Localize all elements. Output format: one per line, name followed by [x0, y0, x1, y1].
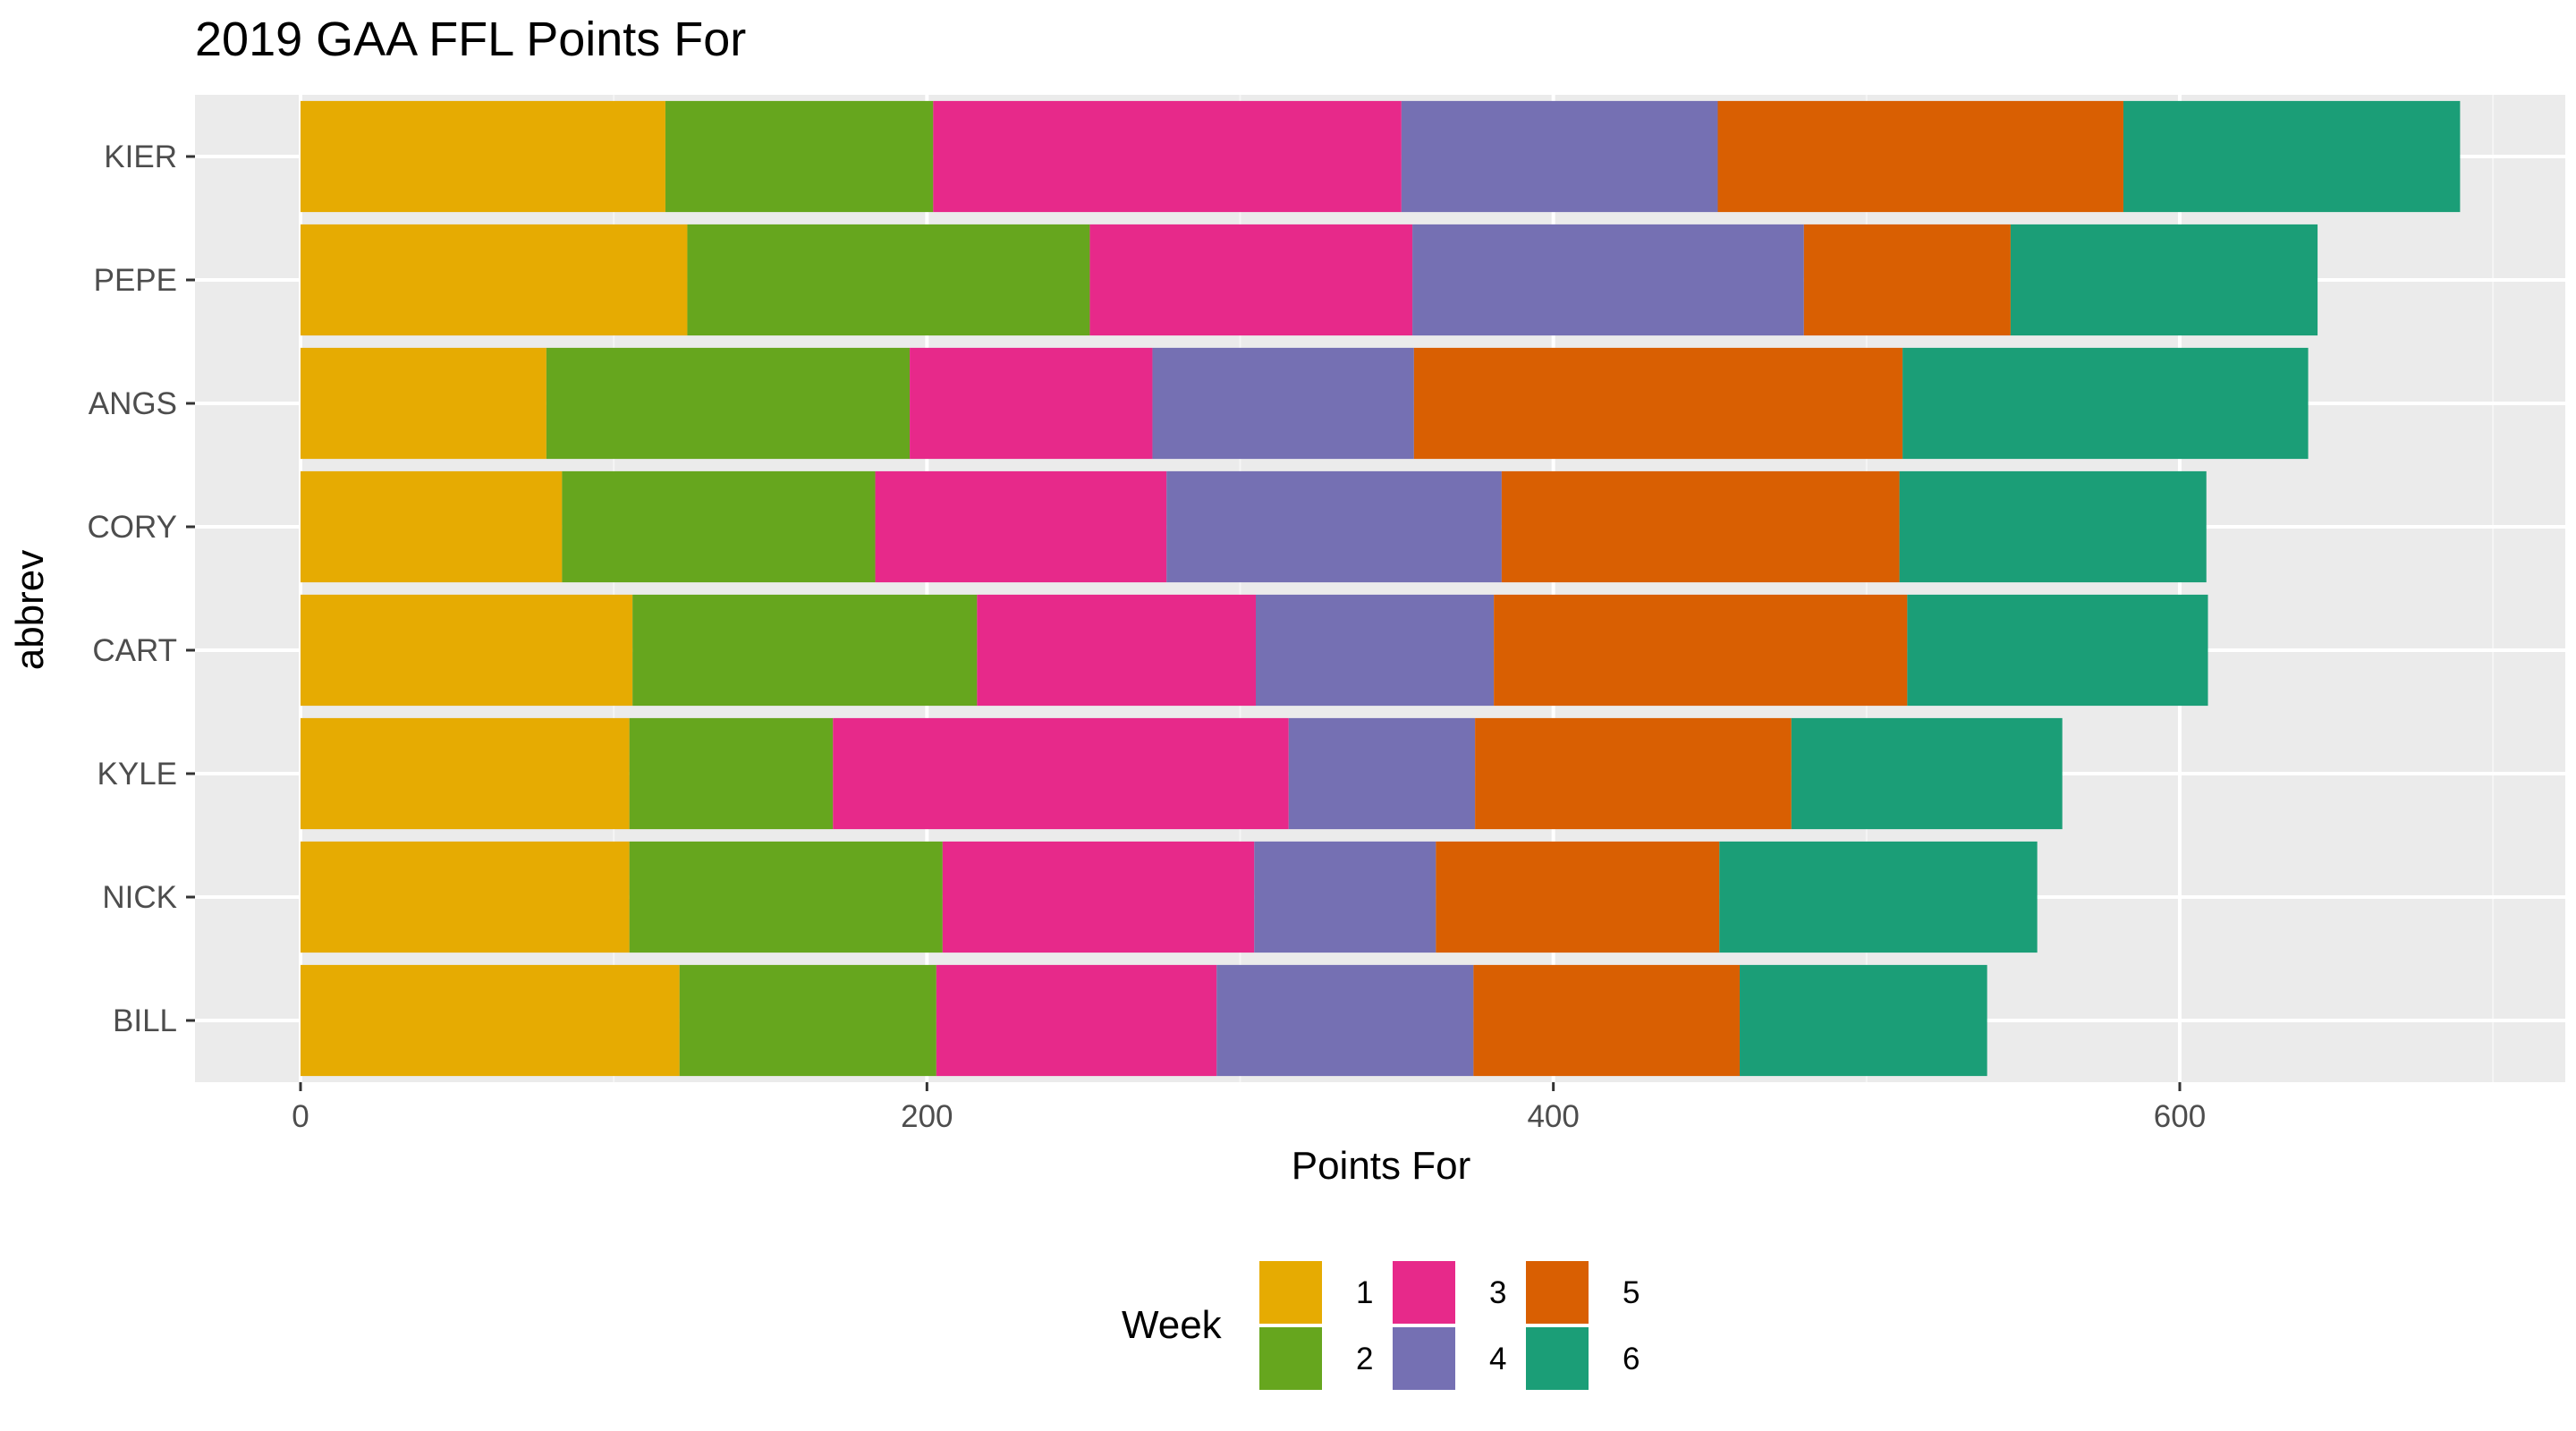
bar-angs-week-5 — [1413, 347, 1903, 460]
y-tick-label: CART — [92, 633, 177, 668]
legend-key-week-1 — [1259, 1261, 1322, 1324]
bar-pepe-week-6 — [2010, 224, 2318, 336]
bar-cory-week-1 — [301, 470, 563, 583]
bar-nick-week-5 — [1436, 841, 1720, 953]
bar-nick-week-3 — [942, 841, 1255, 953]
x-tick-label: 0 — [292, 1099, 309, 1134]
bar-angs-week-3 — [910, 347, 1153, 460]
bar-pepe-week-5 — [1803, 224, 2011, 336]
bar-cory-week-2 — [562, 470, 876, 583]
legend-label: 3 — [1489, 1275, 1506, 1310]
bar-cory-week-4 — [1166, 470, 1502, 583]
bar-pepe-week-4 — [1412, 224, 1804, 336]
bar-cory-week-3 — [875, 470, 1167, 583]
y-tick-label: NICK — [102, 880, 177, 915]
bar-kier-week-6 — [2123, 100, 2461, 213]
y-tick-label: CORY — [88, 510, 178, 545]
bar-pepe-week-3 — [1089, 224, 1413, 336]
bar-cart-week-3 — [977, 594, 1257, 707]
bar-nick-week-4 — [1254, 841, 1436, 953]
bar-kier-week-1 — [301, 100, 665, 213]
y-tick-label: PEPE — [94, 263, 177, 298]
bar-kyle-week-6 — [1791, 717, 2063, 830]
bar-kyle-week-3 — [833, 717, 1289, 830]
bar-bill-week-4 — [1216, 964, 1474, 1077]
y-axis: KIER PEPE ANGS CORY CART KYLE NICK BILL — [88, 140, 195, 1038]
legend-key-week-6 — [1526, 1327, 1589, 1390]
chart-title: 2019 GAA FFL Points For — [195, 13, 746, 66]
bar-kyle-week-2 — [629, 717, 834, 830]
bar-nick-week-1 — [301, 841, 630, 953]
y-axis-title: abbrev — [8, 550, 52, 671]
bar-angs-week-2 — [546, 347, 911, 460]
bar-pepe-week-2 — [687, 224, 1090, 336]
bar-pepe-week-1 — [301, 224, 688, 336]
bar-nick-week-2 — [629, 841, 943, 953]
bar-bill-week-1 — [301, 964, 680, 1077]
legend-label: 2 — [1356, 1342, 1373, 1376]
legend-key-week-3 — [1393, 1261, 1455, 1324]
x-tick-label: 400 — [1527, 1099, 1579, 1134]
bar-cart-week-4 — [1256, 594, 1495, 707]
bar-kyle-week-4 — [1288, 717, 1476, 830]
bar-cart-week-6 — [1907, 594, 2208, 707]
bar-angs-week-4 — [1152, 347, 1414, 460]
bar-kier-week-4 — [1401, 100, 1718, 213]
legend-label: 1 — [1356, 1275, 1373, 1310]
legend-label: 5 — [1623, 1275, 1640, 1310]
bar-kier-week-5 — [1717, 100, 2123, 213]
bar-angs-week-6 — [1902, 347, 2309, 460]
bar-kyle-week-1 — [301, 717, 630, 830]
x-tick-label: 600 — [2154, 1099, 2206, 1134]
bar-kier-week-2 — [665, 100, 934, 213]
bar-bill-week-2 — [679, 964, 936, 1077]
bar-kyle-week-5 — [1475, 717, 1792, 830]
y-tick-label: BILL — [113, 1003, 177, 1038]
legend-key-week-5 — [1526, 1261, 1589, 1324]
bar-angs-week-1 — [301, 347, 547, 460]
bar-bill-week-3 — [936, 964, 1217, 1077]
legend-key-week-4 — [1393, 1327, 1455, 1390]
y-tick-label: KIER — [104, 140, 177, 174]
x-tick-label: 200 — [901, 1099, 953, 1134]
bar-bill-week-5 — [1473, 964, 1741, 1077]
bars — [301, 100, 2461, 1077]
y-tick-label: ANGS — [89, 386, 177, 421]
legend-title: Week — [1122, 1303, 1223, 1347]
bar-cory-week-6 — [1899, 470, 2207, 583]
legend-label: 6 — [1623, 1342, 1640, 1376]
bar-cart-week-2 — [632, 594, 978, 707]
bar-cory-week-5 — [1501, 470, 1900, 583]
bar-kier-week-3 — [933, 100, 1402, 213]
bar-cart-week-5 — [1494, 594, 1908, 707]
bar-nick-week-6 — [1719, 841, 2038, 953]
legend: Week 1 2 3 4 5 6 — [1122, 1261, 1640, 1390]
x-axis: 0 200 400 600 — [292, 1082, 2206, 1134]
bar-cart-week-1 — [301, 594, 633, 707]
legend-key-week-2 — [1259, 1327, 1322, 1390]
x-axis-title: Points For — [1292, 1144, 1471, 1188]
legend-label: 4 — [1489, 1342, 1506, 1376]
y-tick-label: KYLE — [97, 757, 178, 792]
bar-bill-week-6 — [1740, 964, 1987, 1077]
